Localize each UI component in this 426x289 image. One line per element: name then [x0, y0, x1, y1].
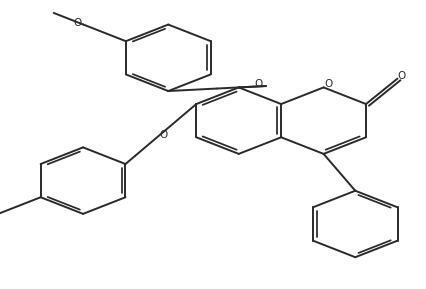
Text: O: O [325, 79, 333, 89]
Text: O: O [159, 130, 168, 140]
Text: O: O [397, 71, 406, 81]
Text: O: O [73, 18, 81, 28]
Text: O: O [254, 79, 262, 89]
